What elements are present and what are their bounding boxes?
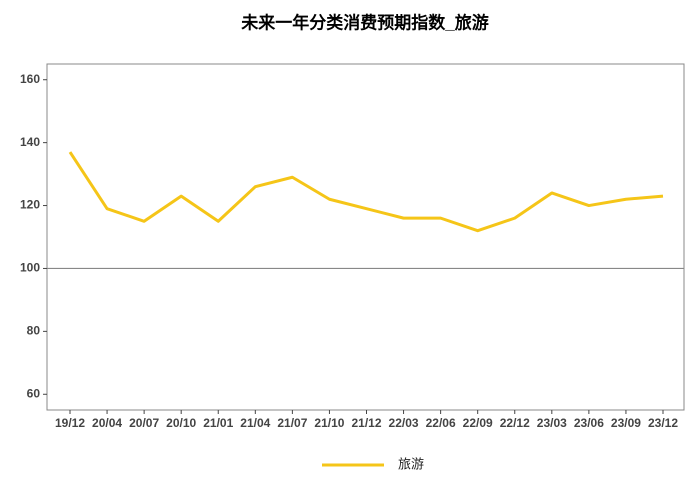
x-tick-label: 20/07	[129, 416, 159, 430]
x-tick-label: 21/07	[277, 416, 307, 430]
x-tick-label: 23/06	[574, 416, 604, 430]
y-tick-label: 140	[20, 135, 40, 149]
x-tick-label: 23/09	[611, 416, 641, 430]
x-tick-label: 23/03	[537, 416, 567, 430]
x-tick-label: 21/04	[240, 416, 270, 430]
plot-frame	[46, 63, 685, 411]
y-tick-label: 100	[20, 261, 40, 275]
x-tick-label: 23/12	[648, 416, 678, 430]
y-tick-label: 60	[27, 386, 41, 400]
y-tick-label: 160	[20, 72, 40, 86]
x-tick-label: 22/03	[389, 416, 419, 430]
chart-title: 未来一年分类消费预期指数_旅游	[240, 12, 488, 32]
x-tick-label: 20/10	[166, 416, 196, 430]
x-tick-label: 21/10	[314, 416, 344, 430]
x-tick-label: 21/12	[351, 416, 381, 430]
x-tick-label: 22/12	[500, 416, 530, 430]
legend-label: 旅游	[398, 456, 424, 471]
series-line	[68, 151, 664, 233]
y-tick-label: 80	[27, 324, 41, 338]
x-tick-label: 20/04	[92, 416, 122, 430]
y-tick-label: 120	[20, 198, 40, 212]
x-tick-label: 21/01	[203, 416, 233, 430]
x-tick-label: 22/06	[426, 416, 456, 430]
x-tick-label: 22/09	[463, 416, 493, 430]
x-tick-label: 19/12	[55, 416, 85, 430]
